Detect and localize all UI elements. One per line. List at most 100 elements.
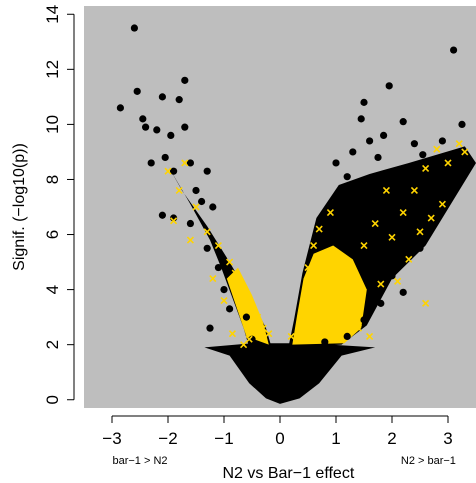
point-dot bbox=[158, 93, 166, 101]
point-dot bbox=[419, 151, 427, 159]
point-dot bbox=[133, 87, 141, 95]
point-dot bbox=[226, 305, 234, 313]
point-x bbox=[366, 332, 374, 340]
point-dot bbox=[380, 131, 388, 140]
point-x bbox=[354, 324, 362, 332]
point-x bbox=[455, 140, 463, 148]
point-x bbox=[343, 297, 351, 305]
point-x bbox=[214, 241, 222, 250]
point-dot bbox=[343, 173, 351, 181]
point-dot bbox=[374, 153, 382, 162]
point-x bbox=[226, 258, 234, 266]
point-dot bbox=[167, 131, 175, 140]
point-dot bbox=[438, 137, 446, 145]
point-x bbox=[360, 241, 368, 250]
point-dot bbox=[214, 263, 222, 272]
x-tick-label: 2 bbox=[387, 429, 396, 448]
point-x bbox=[461, 148, 469, 156]
point-x bbox=[394, 277, 402, 285]
point-dot bbox=[186, 219, 194, 228]
point-dot bbox=[410, 140, 418, 148]
point-x bbox=[315, 225, 323, 233]
point-dot bbox=[458, 120, 466, 128]
scatter-points bbox=[116, 24, 469, 352]
point-dot bbox=[206, 324, 214, 332]
point-x bbox=[192, 203, 200, 211]
point-dot bbox=[161, 153, 169, 162]
y-axis-title: Signif. (−log10(p)) bbox=[11, 143, 28, 271]
point-x bbox=[422, 299, 430, 307]
point-dot bbox=[170, 167, 178, 175]
point-x bbox=[248, 302, 256, 310]
point-x bbox=[220, 297, 228, 305]
x-tick-label: −2 bbox=[158, 429, 177, 448]
point-dot bbox=[209, 203, 217, 211]
point-x bbox=[422, 164, 430, 173]
point-x bbox=[240, 341, 248, 349]
point-x bbox=[175, 186, 183, 195]
point-x bbox=[371, 219, 379, 228]
y-tick-label: 8 bbox=[43, 175, 62, 184]
point-dot bbox=[147, 159, 155, 167]
point-dot bbox=[130, 24, 138, 32]
point-dot bbox=[399, 230, 407, 239]
point-x bbox=[209, 275, 217, 283]
point-dot bbox=[382, 211, 390, 219]
point-dot bbox=[175, 96, 183, 104]
point-x bbox=[427, 214, 435, 222]
point-x bbox=[237, 280, 245, 288]
point-x bbox=[326, 280, 334, 288]
point-x bbox=[332, 330, 340, 338]
point-x bbox=[259, 324, 267, 332]
point-dot bbox=[360, 98, 368, 106]
point-dot bbox=[220, 286, 228, 294]
point-dot bbox=[416, 244, 424, 252]
point-x bbox=[444, 159, 452, 167]
y-tick-label: 12 bbox=[43, 60, 62, 79]
point-dot bbox=[192, 186, 200, 195]
y-tick-label: 14 bbox=[43, 5, 62, 24]
y-tick-label: 10 bbox=[43, 115, 62, 134]
point-x bbox=[321, 258, 329, 266]
point-x bbox=[382, 186, 390, 195]
x-tick-label: −3 bbox=[102, 429, 121, 448]
y-tick-label: 6 bbox=[43, 230, 62, 239]
point-dot bbox=[181, 123, 189, 131]
point-x bbox=[298, 313, 306, 321]
point-x bbox=[433, 145, 441, 153]
cloud-left-yellow bbox=[226, 267, 269, 345]
point-x bbox=[186, 236, 194, 244]
point-dot bbox=[203, 244, 211, 252]
point-x bbox=[170, 217, 178, 225]
x-tick-label: 3 bbox=[443, 429, 452, 448]
point-x bbox=[332, 291, 340, 299]
point-dot bbox=[385, 82, 393, 90]
point-x bbox=[164, 167, 172, 175]
point-dot bbox=[399, 118, 407, 126]
point-dot bbox=[139, 115, 147, 123]
point-dot bbox=[142, 123, 150, 131]
point-x bbox=[326, 208, 334, 217]
point-dot bbox=[242, 313, 250, 321]
point-dot bbox=[377, 299, 385, 307]
point-dot bbox=[186, 159, 194, 167]
point-x bbox=[245, 335, 253, 343]
point-x bbox=[416, 228, 424, 236]
side-label-right: N2 > bar−1 bbox=[401, 455, 456, 467]
cloud-base bbox=[204, 343, 376, 404]
y-tick-label: 2 bbox=[43, 340, 62, 349]
point-dot bbox=[254, 343, 262, 352]
point-dot bbox=[153, 126, 161, 134]
point-dot bbox=[399, 288, 407, 296]
point-x bbox=[310, 324, 318, 332]
point-x bbox=[304, 264, 312, 272]
point-dot bbox=[158, 211, 166, 219]
point-dot bbox=[394, 175, 402, 184]
point-dot bbox=[181, 76, 189, 84]
point-dot bbox=[422, 170, 430, 178]
point-x bbox=[254, 313, 262, 321]
point-dot bbox=[332, 159, 340, 167]
x-tick-label: 0 bbox=[275, 429, 284, 448]
point-x bbox=[349, 313, 357, 321]
